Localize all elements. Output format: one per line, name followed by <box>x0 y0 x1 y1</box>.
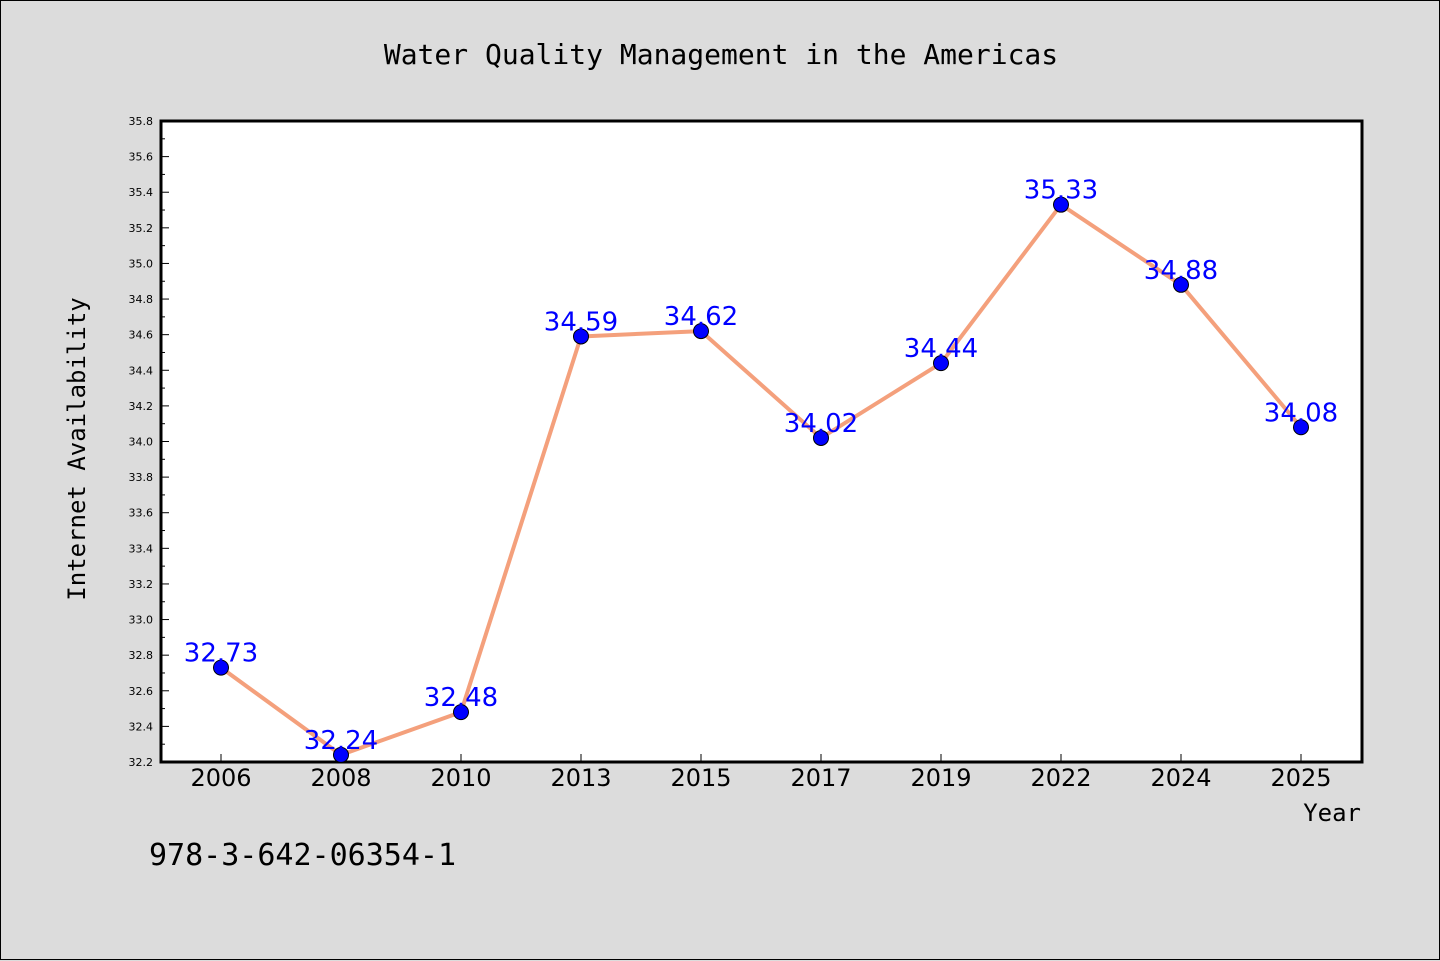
data-label: 34.88 <box>1144 256 1218 286</box>
y-tick-label: 32.2 <box>129 756 154 769</box>
x-tick-label: 2019 <box>910 764 971 792</box>
data-point <box>1053 196 1069 213</box>
data-label: 32.48 <box>424 683 498 713</box>
y-tick-label: 32.6 <box>129 685 154 698</box>
data-point <box>453 704 469 721</box>
data-point <box>333 746 349 763</box>
data-label: 32.24 <box>304 726 378 756</box>
y-tick-label: 35.0 <box>129 257 154 270</box>
y-tick-label: 33.4 <box>129 542 154 555</box>
y-tick-label: 32.4 <box>129 720 154 733</box>
series-line-group <box>219 202 1303 757</box>
y-tick-label: 34.0 <box>129 436 154 449</box>
y-tick-label: 35.4 <box>129 186 154 199</box>
plot-area <box>159 119 1364 764</box>
y-axis: 32.2 32.4 32.6 32.8 33.0 33.2 33.4 33.6 33.8 34.0… <box>129 115 169 769</box>
series-line <box>219 202 1303 757</box>
x-tick-label: 2015 <box>670 764 731 792</box>
y-tick-label: 35.2 <box>129 222 154 235</box>
x-tick-label: 2006 <box>190 764 251 792</box>
y-tick-label: 33.2 <box>129 578 154 591</box>
y-tick-label: 34.4 <box>129 364 154 377</box>
y-tick-label: 34.2 <box>129 400 154 413</box>
data-label: 34.44 <box>904 334 978 364</box>
data-point <box>693 323 709 340</box>
data-point <box>573 328 589 345</box>
data-point <box>933 355 949 372</box>
y-tick-label: 34.6 <box>129 329 154 342</box>
data-label: 34.08 <box>1264 398 1338 428</box>
markers-group <box>213 196 1309 763</box>
y-tick-label: 33.8 <box>129 471 154 484</box>
isbn-annotation: 978-3-642-06354-1 <box>149 838 456 873</box>
x-tick-label: 2025 <box>1270 764 1331 792</box>
y-tick-label: 33.0 <box>129 614 154 627</box>
y-tick-label: 35.8 <box>129 115 154 128</box>
x-tick-label: 2022 <box>1030 764 1091 792</box>
chart-title: Water Quality Management in the Americas <box>384 38 1058 71</box>
data-labels-group: 32.73 32.24 32.48 34.59 34.62 34.02 34.44 35.33… <box>184 176 1338 756</box>
y-tick-label: 32.8 <box>129 649 154 662</box>
data-point <box>1173 276 1189 293</box>
x-tick-label: 2024 <box>1150 764 1211 792</box>
y-tick-label: 35.6 <box>129 151 154 164</box>
data-label: 34.62 <box>664 302 738 332</box>
data-label: 34.59 <box>544 307 618 337</box>
data-point <box>213 659 229 676</box>
y-tick-label: 33.6 <box>129 507 154 520</box>
data-point <box>1293 419 1309 436</box>
y-tick-label: 34.8 <box>129 293 154 306</box>
data-label: 35.33 <box>1024 176 1098 206</box>
x-axis-label: Year <box>1303 799 1361 827</box>
data-point <box>813 429 829 446</box>
x-tick-label: 2008 <box>310 764 371 792</box>
x-axis: 2006 2008 2010 2013 2015 2017 2019 2022 2024 2025 <box>190 754 1332 792</box>
y-axis-label: Internet Availability <box>63 297 91 600</box>
x-tick-label: 2017 <box>790 764 851 792</box>
data-label: 34.02 <box>784 409 858 439</box>
x-tick-label: 2010 <box>430 764 491 792</box>
data-label: 32.73 <box>184 639 258 669</box>
x-tick-label: 2013 <box>550 764 611 792</box>
